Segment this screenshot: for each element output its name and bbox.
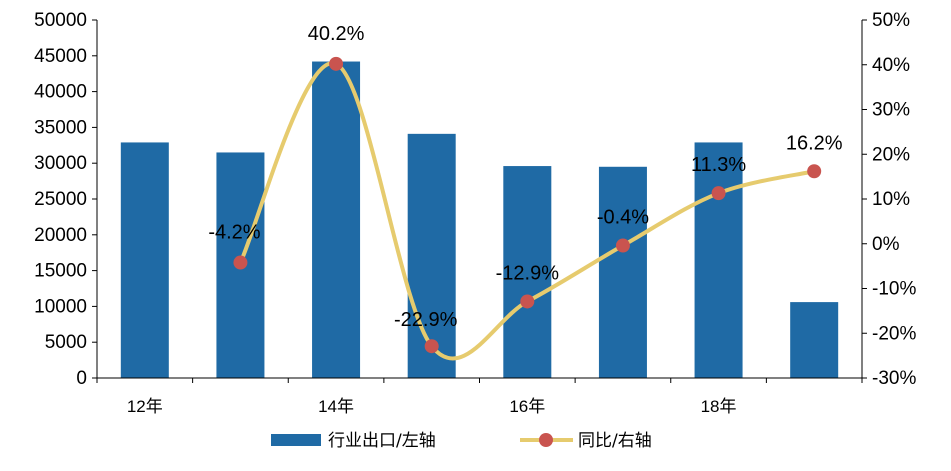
bar-series bbox=[120, 61, 839, 378]
left-tick-label: 45000 bbox=[34, 46, 87, 67]
legend-label-bar: 行业出口/左轴 bbox=[328, 431, 436, 451]
right-tick-label: 50% bbox=[872, 10, 910, 31]
left-tick-label: 10000 bbox=[34, 296, 87, 317]
legend: 行业出口/左轴 同比/右轴 bbox=[271, 431, 652, 451]
yoy-line bbox=[238, 61, 815, 361]
right-tick-label: -20% bbox=[872, 323, 916, 344]
yoy-data-label: -22.9% bbox=[394, 309, 458, 331]
axes: 0 5000 10000 15000 20000 25000 30000 35000 40000… bbox=[34, 10, 916, 416]
left-tick-label: 20000 bbox=[34, 225, 87, 246]
right-tick-label: 0% bbox=[872, 234, 900, 255]
yoy-data-label: 11.3% bbox=[691, 154, 746, 176]
legend-swatch-bar bbox=[271, 434, 321, 446]
right-tick-label: 30% bbox=[872, 100, 910, 121]
right-tick-label: -30% bbox=[872, 368, 916, 389]
bar-3 bbox=[407, 133, 456, 378]
legend-swatch-marker bbox=[539, 433, 553, 447]
bar-7 bbox=[790, 302, 839, 378]
right-tick-label: 40% bbox=[872, 55, 910, 76]
yoy-data-label: -4.2% bbox=[208, 222, 260, 244]
yoy-marker-1 bbox=[233, 255, 248, 270]
x-tick-label: 14年 bbox=[318, 397, 354, 416]
line-series bbox=[233, 56, 822, 361]
bar-4 bbox=[503, 166, 552, 378]
yoy-marker-5 bbox=[615, 238, 630, 253]
left-tick-label: 0 bbox=[76, 368, 87, 389]
right-tick-label: -10% bbox=[872, 279, 916, 300]
right-tick-label: 20% bbox=[872, 144, 910, 165]
yoy-data-label: 40.2% bbox=[308, 23, 365, 45]
bar-5 bbox=[598, 166, 647, 378]
x-tick-label: 16年 bbox=[509, 397, 545, 416]
bar-0 bbox=[120, 142, 169, 378]
bar-2 bbox=[312, 61, 361, 378]
yoy-marker-3 bbox=[424, 339, 439, 354]
data-labels: -4.2% 40.2% -22.9% -12.9% -0.4% 11.3% 16.2% bbox=[208, 23, 842, 331]
yoy-marker-6 bbox=[711, 186, 726, 201]
bar-6 bbox=[694, 142, 743, 378]
yoy-marker-7 bbox=[807, 164, 822, 179]
left-tick-label: 5000 bbox=[45, 332, 87, 353]
x-tick-label: 18年 bbox=[701, 397, 737, 416]
left-tick-label: 25000 bbox=[34, 189, 87, 210]
yoy-data-label: -12.9% bbox=[496, 262, 560, 284]
yoy-marker-4 bbox=[520, 294, 535, 309]
legend-label-line: 同比/右轴 bbox=[578, 431, 652, 451]
yoy-data-label: -0.4% bbox=[597, 207, 649, 229]
left-tick-label: 40000 bbox=[34, 82, 87, 103]
left-tick-label: 35000 bbox=[34, 117, 87, 138]
x-tick-label: 12年 bbox=[127, 397, 163, 416]
yoy-marker-2 bbox=[329, 56, 344, 71]
yoy-data-label: 16.2% bbox=[786, 132, 843, 154]
left-tick-label: 50000 bbox=[34, 10, 87, 31]
right-tick-label: 10% bbox=[872, 189, 910, 210]
left-tick-label: 30000 bbox=[34, 153, 87, 174]
left-tick-label: 15000 bbox=[34, 261, 87, 282]
